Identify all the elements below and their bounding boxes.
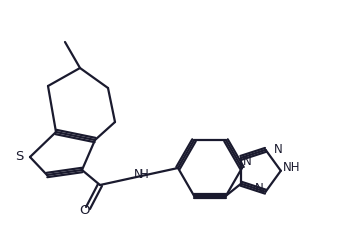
Text: H: H — [140, 169, 149, 181]
Text: N: N — [134, 169, 143, 181]
Text: NH: NH — [283, 161, 300, 174]
Text: N: N — [273, 143, 282, 156]
Text: N: N — [255, 182, 264, 195]
Text: N: N — [243, 155, 252, 168]
Text: S: S — [16, 151, 24, 164]
Text: O: O — [79, 203, 89, 216]
